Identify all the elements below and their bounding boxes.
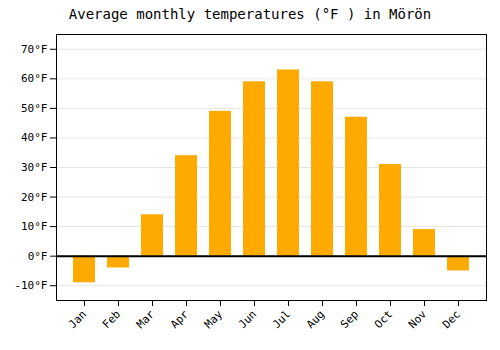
svg-text:Jun: Jun	[236, 308, 259, 331]
html-text:Average monthly temperatures (: Average monthly temperatures (°F ) in Mö…	[68, 6, 432, 22]
svg-text:-10°F: -10°F	[14, 279, 47, 292]
svg-text:Jul: Jul	[270, 308, 293, 331]
svg-text:Oct: Oct	[372, 308, 395, 331]
svg-text:40°F: 40°F	[21, 131, 48, 144]
svg-text:Aug: Aug	[304, 308, 327, 331]
svg-text:60°F: 60°F	[21, 72, 48, 85]
svg-text:70°F: 70°F	[21, 43, 48, 56]
svg-text:May: May	[202, 307, 226, 331]
svg-text:Feb: Feb	[100, 308, 123, 331]
svg-text:Dec: Dec	[440, 308, 463, 331]
svg-text:Jan: Jan	[66, 308, 89, 331]
svg-text:Sep: Sep	[338, 308, 361, 331]
svg-text:Apr: Apr	[168, 307, 192, 331]
svg-text:50°F: 50°F	[21, 102, 48, 115]
svg-text:0°F: 0°F	[28, 250, 48, 263]
svg-text:30°F: 30°F	[21, 161, 48, 174]
svg-text:10°F: 10°F	[21, 220, 48, 233]
svg-text:20°F: 20°F	[21, 191, 48, 204]
svg-text:Mar: Mar	[134, 307, 158, 331]
svg-text:Nov: Nov	[406, 307, 430, 331]
